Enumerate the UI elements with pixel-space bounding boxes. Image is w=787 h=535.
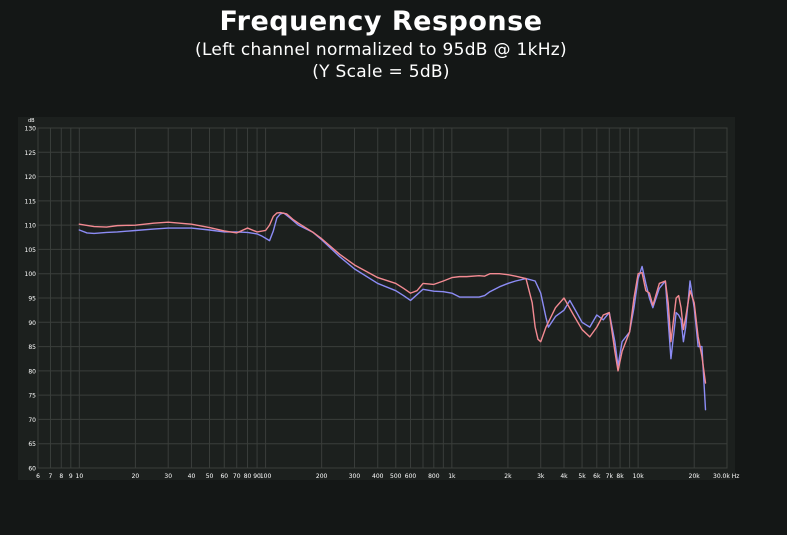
x-tick-label: 20 [132, 473, 140, 480]
x-tick-label: 7 [49, 473, 53, 480]
y-tick-label: 75 [28, 393, 36, 400]
y-tick-label: 60 [28, 466, 36, 473]
y-tick-label: 65 [28, 441, 36, 448]
x-tick-label: 5k [578, 473, 586, 480]
chart-subtitle-normalization: (Left channel normalized to 95dB @ 1kHz) [195, 40, 567, 60]
chart-title: Frequency Response [219, 6, 543, 37]
series-line-left-channel [78, 212, 707, 411]
y-tick-label: 85 [28, 344, 36, 351]
x-tick-label: 20k [689, 473, 701, 480]
x-tick-label: 50 [206, 473, 214, 480]
y-tick-label: 100 [25, 271, 37, 278]
y-tick-label: 130 [25, 126, 37, 133]
y-axis-label: dB [28, 118, 35, 124]
y-tick-label: 115 [25, 198, 37, 205]
x-tick-label: 10k [633, 473, 645, 480]
x-tick-label: 70 [233, 473, 241, 480]
x-tick-label: 500 [390, 473, 402, 480]
y-tick-label: 90 [28, 320, 36, 327]
x-tick-label: 100 [260, 473, 272, 480]
x-tick-label: 10 [76, 473, 84, 480]
x-tick-label: 2k [504, 473, 512, 480]
x-tick-label: 8 [59, 473, 63, 480]
x-tick-label: 1k [448, 473, 456, 480]
x-tick-label: 40 [188, 473, 196, 480]
x-tick-label: 4k [560, 473, 568, 480]
x-tick-label: 400 [372, 473, 384, 480]
y-tick-label: 125 [25, 150, 37, 157]
x-tick-label: 30 [164, 473, 172, 480]
y-tick-label: 80 [28, 368, 36, 375]
x-tick-label: 90 [253, 473, 261, 480]
x-tick-label: 200 [316, 473, 328, 480]
x-tick-label: 30.0k Hz [713, 473, 739, 480]
y-tick-label: 105 [25, 247, 37, 254]
x-tick-label: 3k [537, 473, 545, 480]
x-tick-label: 8k [616, 473, 624, 480]
x-tick-label: 60 [220, 473, 228, 480]
x-tick-label: 600 [405, 473, 417, 480]
x-tick-label: 300 [349, 473, 361, 480]
x-tick-label: 800 [428, 473, 440, 480]
y-tick-label: 120 [25, 174, 37, 181]
x-tick-label: 7k [606, 473, 614, 480]
x-tick-label: 9 [69, 473, 73, 480]
x-tick-label: 6 [36, 473, 40, 480]
chart-subtitle-scale: (Y Scale = 5dB) [312, 62, 450, 82]
y-tick-label: 110 [25, 223, 37, 230]
x-tick-label: 80 [244, 473, 252, 480]
series-line-right-channel [78, 211, 707, 384]
y-tick-label: 70 [28, 417, 36, 424]
x-tick-label: 6k [593, 473, 601, 480]
y-tick-label: 95 [28, 296, 36, 303]
